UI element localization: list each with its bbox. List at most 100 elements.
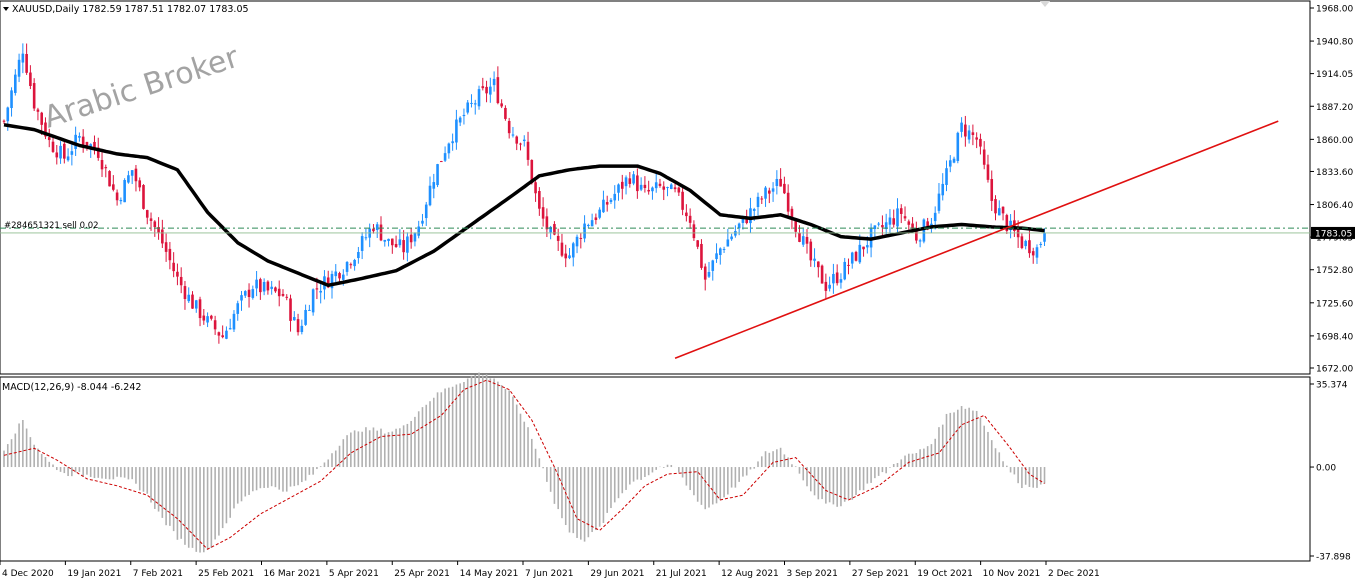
candle xyxy=(768,187,771,204)
candle xyxy=(654,173,658,193)
candle xyxy=(394,235,398,248)
moving-average-line xyxy=(3,123,1045,288)
candle xyxy=(628,171,632,188)
candle xyxy=(1001,206,1005,221)
candle xyxy=(44,117,47,140)
price-axis-label: 1806.40 xyxy=(1316,201,1353,211)
candle xyxy=(191,291,194,309)
candle xyxy=(357,246,360,264)
candle xyxy=(997,200,1001,216)
candle xyxy=(507,117,511,139)
candle xyxy=(266,280,270,295)
candle xyxy=(168,241,172,270)
candle xyxy=(696,240,699,250)
macd-axis-label: -37.898 xyxy=(1316,553,1351,563)
candle xyxy=(251,285,255,300)
time-axis-label: 27 Sep 2021 xyxy=(852,569,909,579)
candle xyxy=(440,160,443,163)
time-axis-label: 2 Dec 2021 xyxy=(1048,569,1100,579)
candle xyxy=(1035,244,1039,264)
candle xyxy=(262,278,266,296)
candle xyxy=(1024,239,1027,250)
candle xyxy=(779,168,782,187)
candle xyxy=(975,132,978,149)
candle xyxy=(526,131,530,166)
candle xyxy=(406,232,409,262)
candle xyxy=(93,135,96,155)
candle xyxy=(639,177,643,192)
price-axis-label: 1940.80 xyxy=(1316,38,1353,48)
candle xyxy=(145,209,149,225)
candle xyxy=(277,280,281,307)
candle xyxy=(78,132,81,142)
candle xyxy=(832,263,835,294)
current-price-badge-label: 1783.05 xyxy=(1315,229,1352,239)
candle xyxy=(967,125,971,144)
candle xyxy=(994,195,997,221)
price-axis-label: 1672.00 xyxy=(1316,365,1353,375)
time-axis-label: 25 Feb 2021 xyxy=(198,569,254,579)
candle xyxy=(850,251,854,269)
candle xyxy=(372,224,375,234)
price-axis-label: 1833.60 xyxy=(1316,168,1353,178)
candle xyxy=(620,174,624,200)
candle xyxy=(990,170,994,211)
candle xyxy=(847,258,850,275)
candle xyxy=(820,264,824,284)
price-axis-label: 1725.60 xyxy=(1316,299,1353,309)
candle xyxy=(59,141,62,164)
candle xyxy=(677,186,681,196)
candle xyxy=(66,148,70,162)
macd-axis-label: 0.00 xyxy=(1316,464,1336,474)
candle xyxy=(379,216,383,242)
candle xyxy=(719,247,722,265)
candle xyxy=(187,287,191,303)
trendline[interactable] xyxy=(674,120,1279,360)
candle xyxy=(722,246,726,253)
candle xyxy=(21,43,25,74)
candle xyxy=(176,263,179,286)
time-axis-label: 14 May 2021 xyxy=(460,569,519,579)
candle xyxy=(632,171,635,186)
time-axis-label: 10 Nov 2021 xyxy=(983,569,1041,579)
time-axis-label: 19 Oct 2021 xyxy=(917,569,973,579)
time-axis-label: 7 Feb 2021 xyxy=(133,569,183,579)
candle xyxy=(711,259,715,281)
candle xyxy=(692,220,696,241)
chart-shift-marker-icon[interactable] xyxy=(1040,1,1050,7)
candle xyxy=(123,178,126,203)
candle xyxy=(583,215,586,243)
order-label: #284651321 sell 0.02 xyxy=(4,221,99,231)
candle xyxy=(473,99,477,115)
candle xyxy=(451,133,454,151)
candle xyxy=(334,264,338,284)
candle xyxy=(1020,233,1024,250)
candle xyxy=(47,128,51,148)
macd-axis: 35.374 0.00 -37.898 xyxy=(1310,381,1351,563)
candle xyxy=(296,313,300,336)
candle xyxy=(817,261,820,278)
candle xyxy=(398,229,402,248)
candle xyxy=(104,164,108,178)
candle xyxy=(839,273,843,289)
candle xyxy=(1043,228,1046,247)
candle xyxy=(172,252,175,278)
candle xyxy=(666,186,669,197)
candle xyxy=(149,212,153,231)
candle xyxy=(489,77,492,103)
candle xyxy=(10,87,13,117)
candle xyxy=(17,53,21,83)
time-axis-label: 5 Apr 2021 xyxy=(329,569,379,579)
time-axis-label: 16 Mar 2021 xyxy=(264,569,321,579)
candle xyxy=(428,176,432,207)
candle xyxy=(700,239,703,270)
candle xyxy=(862,246,865,257)
candle xyxy=(70,141,74,166)
candle xyxy=(217,331,221,344)
price-axis-label: 1860.00 xyxy=(1316,136,1353,146)
dropdown-triangle-icon[interactable] xyxy=(3,7,9,11)
candle xyxy=(387,238,390,247)
candle xyxy=(202,309,206,325)
candle xyxy=(417,220,420,239)
candle xyxy=(485,80,488,103)
